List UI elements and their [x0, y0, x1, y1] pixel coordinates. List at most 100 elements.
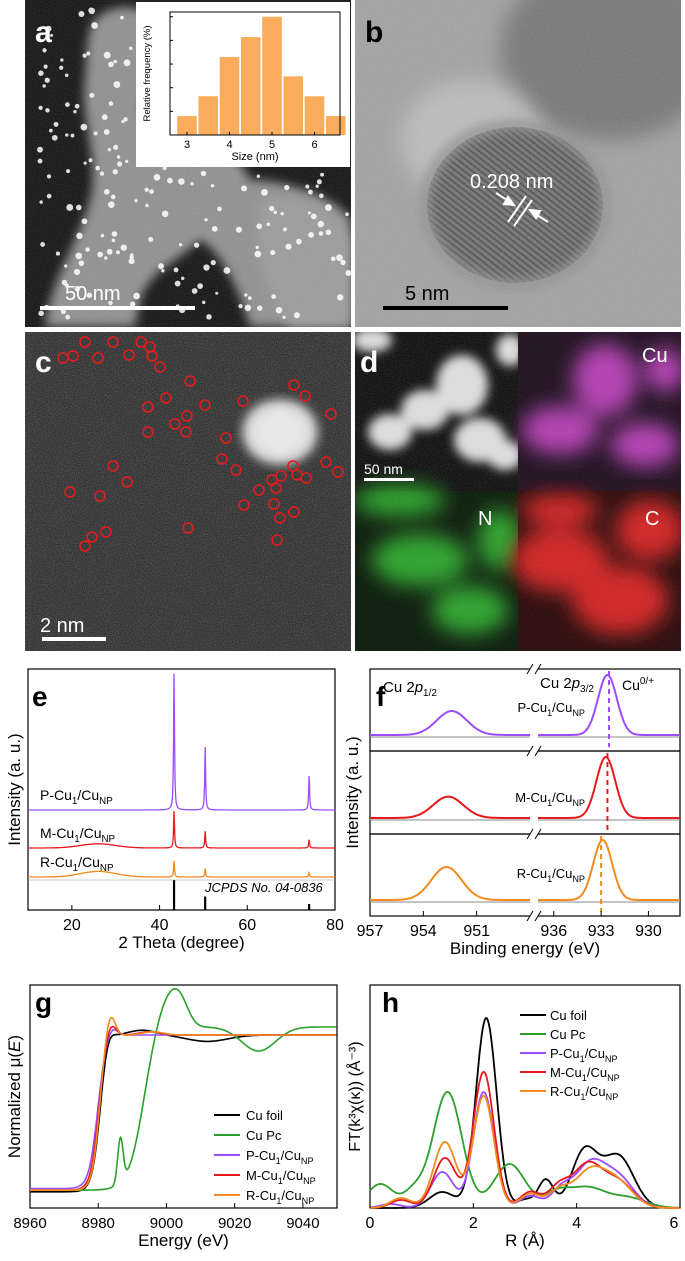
panel-c-scalebar-label: 2 nm	[40, 615, 84, 637]
xps-x-tick-label: 933	[588, 923, 615, 940]
panel-c-letter: c	[35, 346, 52, 379]
panel-d-scalebar-label: 50 nm	[364, 461, 403, 477]
axis-break-gap	[530, 665, 538, 920]
xanes-x-tick-label: 8960	[13, 1215, 46, 1232]
atom-circle	[237, 395, 249, 407]
xanes-x-tick-label: 9000	[150, 1215, 183, 1232]
exafs-series-line	[370, 1017, 680, 1209]
histogram-bar	[325, 116, 346, 135]
atom-circle	[86, 531, 98, 543]
xrd-series-line	[28, 860, 335, 878]
panel-c-ac-haadf-image: c 2 nm	[25, 332, 351, 651]
exafs-x-tick-label: 6	[670, 1215, 679, 1232]
exafs-axes-frame	[369, 984, 681, 1209]
xps-x-tick-label: 951	[463, 923, 490, 940]
xps-series-line	[370, 795, 530, 819]
atom-circle	[123, 349, 135, 361]
atom-circle	[230, 464, 242, 476]
panel-a-haadf-image: a 50 nm 3 4 5 6 Size (nm) Relative frequency …	[25, 0, 351, 327]
axis-break-mark	[534, 663, 542, 675]
atom-circle	[107, 460, 119, 472]
atom-circle	[268, 498, 280, 510]
atom-circle	[274, 512, 286, 524]
exafs-series-line	[369, 1091, 680, 1209]
histogram-bar	[240, 37, 261, 136]
xrd-x-axis-label: 2 Theta (degree)	[118, 933, 244, 952]
axis-break-mark	[526, 663, 534, 675]
xanes-x-tick-label: 9020	[218, 1215, 251, 1232]
axis-break-mark	[526, 828, 534, 840]
xps-y-axis-label: Intensity (a. u.)	[343, 736, 362, 848]
inset-x-tick-label: 4	[226, 139, 232, 151]
atom-circle	[79, 540, 91, 552]
panel-f-letter: f	[376, 681, 386, 712]
atom-circle	[300, 472, 312, 484]
exafs-series-line	[370, 1070, 680, 1209]
xrd-x-tick-label: 20	[63, 917, 81, 934]
atom-circle	[288, 379, 300, 391]
atom-circle	[181, 410, 193, 422]
atom-circle	[160, 392, 172, 404]
atom-circle	[169, 418, 181, 430]
xanes-series-line	[30, 1025, 337, 1191]
xanes-legend-label: M-Cu1/CuNP	[246, 1168, 316, 1186]
xanes-series-line	[30, 988, 337, 1191]
atom-circle	[299, 390, 311, 402]
atom-circle	[180, 426, 192, 438]
axis-break-mark	[534, 910, 542, 922]
inset-x-tick-label: 3	[184, 139, 190, 151]
histogram-bar	[177, 116, 197, 135]
atom-circle	[154, 361, 166, 373]
exafs-series-line	[369, 1090, 680, 1209]
exafs-legend-label: M-Cu1/CuNP	[550, 1065, 620, 1083]
panel-h-letter: h	[382, 987, 399, 1018]
exafs-legend-label: Cu Pc	[550, 1027, 586, 1042]
atom-circle	[216, 453, 228, 465]
panel-b-hrtem-image: b 0.208 nm 5 nm	[355, 0, 681, 327]
atom-circle	[107, 336, 119, 348]
atom-circle	[64, 486, 76, 498]
panel-d-scalebar	[364, 478, 414, 481]
xrd-series-label: M-Cu1/CuNP	[40, 825, 116, 845]
xanes-legend-label: P-Cu1/CuNP	[246, 1148, 314, 1166]
panel-h-exafs-chart: Cu foil Cu Pc P-Cu1/CuNPM-Cu1/CuNPR-Cu1/Cu…	[345, 984, 681, 1250]
inset-y-axis-label: Relative frequency (%)	[142, 25, 153, 121]
xrd-x-tick-label: 60	[238, 917, 256, 934]
atom-circle	[275, 470, 287, 482]
exafs-x-tick-label: 2	[469, 1215, 478, 1232]
atom-circle	[142, 401, 154, 413]
panel-a-letter: a	[35, 16, 52, 49]
atom-circle	[184, 375, 196, 387]
xrd-y-axis-label: Intensity (a. u.)	[5, 733, 24, 845]
panel-d-letter: d	[360, 346, 378, 379]
xps-series-label: M-Cu1/CuNP	[515, 790, 585, 808]
inset-x-axis-label: Size (nm)	[231, 151, 278, 163]
xanes-legend-label: R-Cu1/CuNP	[246, 1188, 314, 1206]
inset-x-tick-label: 6	[311, 139, 317, 151]
xps-series-line	[538, 839, 680, 901]
map-label-cu: Cu	[642, 345, 668, 367]
atom-circle	[146, 350, 158, 362]
xrd-axes-frame	[27, 668, 336, 911]
xanes-axes-frame	[29, 984, 338, 1209]
exafs-x-axis-label: R (Å)	[505, 1231, 545, 1250]
atom-circle	[271, 534, 283, 546]
histogram-bar	[262, 16, 282, 135]
atom-circle	[238, 499, 250, 511]
atom-circle	[92, 352, 104, 364]
atom-circle	[79, 336, 91, 348]
panel-b-scalebar	[383, 306, 508, 310]
xps-x-tick-label: 954	[410, 923, 437, 940]
xps-x-axis-label: Binding energy (eV)	[450, 939, 600, 958]
histogram-bar	[304, 96, 325, 135]
atom-circle	[253, 484, 265, 496]
panel-d-eds-mapping: d Cu N C 50 nm	[355, 332, 681, 651]
xanes-y-axis-label: Normalized μ(E)	[5, 1035, 24, 1158]
panel-a-scalebar	[40, 306, 195, 310]
xrd-series-label: P-Cu1/CuNP	[40, 787, 113, 807]
atom-circle	[67, 350, 79, 362]
panel-a-scalebar-label: 50 nm	[65, 283, 121, 305]
atom-circle	[135, 336, 147, 348]
exafs-legend-label: Cu foil	[550, 1008, 587, 1023]
xrd-series-label: R-Cu1/CuNP	[40, 854, 114, 874]
